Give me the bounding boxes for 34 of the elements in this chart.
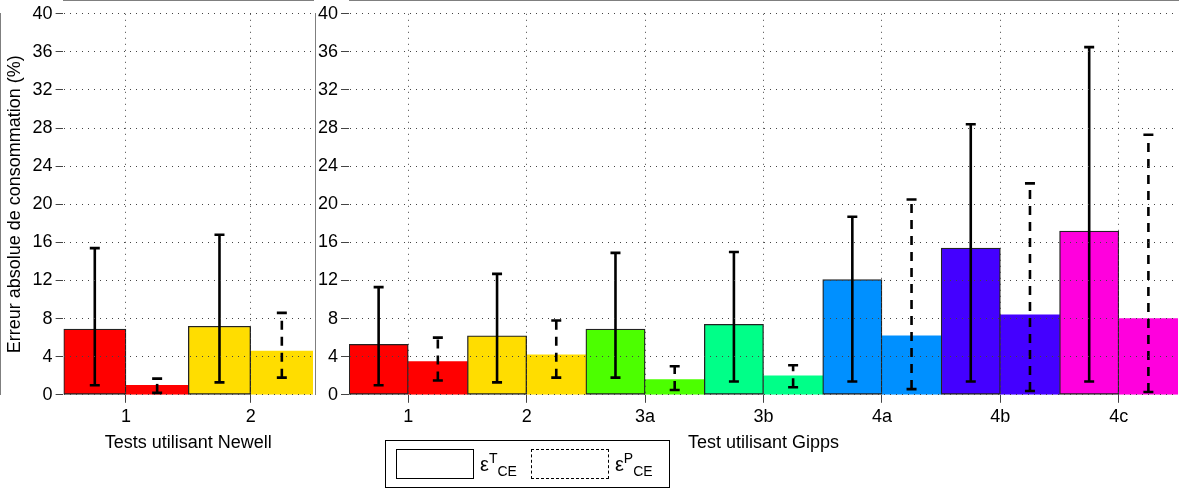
- x-tick-label: 3a: [635, 405, 657, 426]
- y-tick-label: 12: [317, 269, 339, 290]
- y-tick-label: 36: [32, 40, 53, 61]
- y-tick-label: 8: [328, 307, 339, 328]
- x-tick-label: 2: [521, 405, 532, 426]
- x-tick-label: 4c: [1109, 405, 1129, 426]
- x-tick-label: 2: [245, 405, 256, 426]
- y-tick-label: 28: [32, 117, 53, 138]
- y-tick-label: 0: [328, 383, 339, 404]
- y-tick-label: 8: [42, 307, 53, 328]
- y-tick-label: 4: [328, 345, 339, 366]
- y-tick-label: 28: [317, 117, 339, 138]
- y-tick-label: 40: [32, 2, 53, 23]
- x-tick-label: 3b: [753, 405, 774, 426]
- y-tick-label: 24: [32, 155, 53, 176]
- y-tick-label: 16: [317, 231, 339, 252]
- y-tick-label: 0: [42, 383, 53, 404]
- y-tick-label: 4: [42, 345, 53, 366]
- y-tick-label: 36: [317, 40, 339, 61]
- y-tick-label: 12: [32, 269, 53, 290]
- x-axis-title: Test utilisant Gipps: [687, 432, 840, 453]
- x-tick-label: 1: [120, 405, 131, 426]
- y-tick-label: 20: [32, 193, 53, 214]
- y-tick-label: 24: [317, 155, 339, 176]
- y-tick-label: 32: [32, 78, 53, 99]
- x-axis-title: Tests utilisant Newell: [104, 432, 272, 453]
- y-tick-label: 16: [32, 231, 53, 252]
- y-tick-label: 20: [317, 193, 339, 214]
- x-tick-label: 4b: [990, 405, 1011, 426]
- y-axis-title: Erreur absolue de consommation (%): [3, 55, 24, 354]
- x-tick-label: 1: [403, 405, 414, 426]
- x-tick-label: 4a: [871, 405, 893, 426]
- y-tick-label: 32: [317, 78, 339, 99]
- y-tick-label: 40: [317, 2, 339, 23]
